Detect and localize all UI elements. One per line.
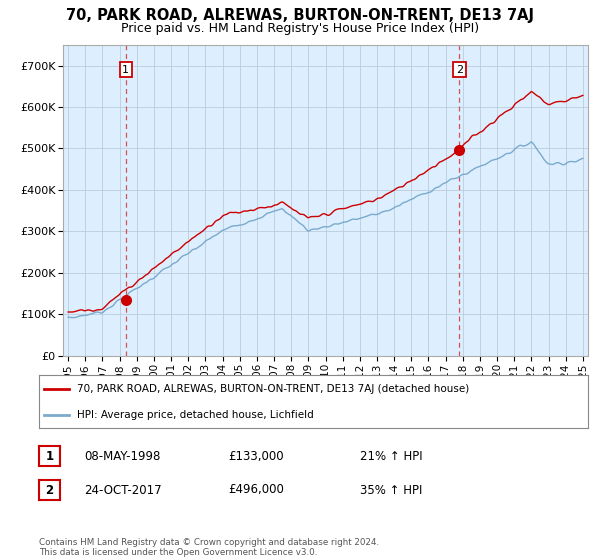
Text: HPI: Average price, detached house, Lichfield: HPI: Average price, detached house, Lich… (77, 410, 314, 420)
Text: 70, PARK ROAD, ALREWAS, BURTON-ON-TRENT, DE13 7AJ (detached house): 70, PARK ROAD, ALREWAS, BURTON-ON-TRENT,… (77, 384, 470, 394)
Text: £496,000: £496,000 (228, 483, 284, 497)
Text: 35% ↑ HPI: 35% ↑ HPI (360, 483, 422, 497)
Text: 70, PARK ROAD, ALREWAS, BURTON-ON-TRENT, DE13 7AJ: 70, PARK ROAD, ALREWAS, BURTON-ON-TRENT,… (66, 8, 534, 24)
Text: 2: 2 (46, 483, 53, 497)
Text: 21% ↑ HPI: 21% ↑ HPI (360, 450, 422, 463)
Text: Contains HM Land Registry data © Crown copyright and database right 2024.
This d: Contains HM Land Registry data © Crown c… (39, 538, 379, 557)
Text: 1: 1 (46, 450, 53, 463)
Text: Price paid vs. HM Land Registry's House Price Index (HPI): Price paid vs. HM Land Registry's House … (121, 22, 479, 35)
Text: 1: 1 (122, 64, 129, 74)
Text: 24-OCT-2017: 24-OCT-2017 (84, 483, 161, 497)
Text: 2: 2 (456, 64, 463, 74)
Text: £133,000: £133,000 (228, 450, 284, 463)
Text: 08-MAY-1998: 08-MAY-1998 (84, 450, 160, 463)
